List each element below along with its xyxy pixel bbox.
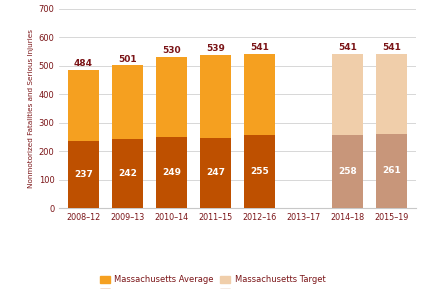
Bar: [156, 137, 187, 208]
Text: 258: 258: [338, 167, 357, 176]
Text: 242: 242: [118, 169, 137, 178]
Text: 539: 539: [206, 44, 225, 53]
Text: 530: 530: [162, 47, 181, 55]
Legend: Massachusetts Average, Boston Region Average, Massachusetts Target, Boston Regio: Massachusetts Average, Boston Region Ave…: [97, 272, 378, 289]
Y-axis label: Nonmotorized Fatalities and Serious Injuries: Nonmotorized Fatalities and Serious Inju…: [28, 29, 34, 188]
Bar: [332, 54, 363, 135]
Text: 484: 484: [74, 60, 93, 68]
Bar: [244, 54, 275, 136]
Text: 501: 501: [118, 55, 137, 64]
Bar: [200, 138, 231, 208]
Text: 249: 249: [162, 168, 181, 177]
Bar: [156, 57, 187, 137]
Bar: [112, 65, 143, 139]
Text: 541: 541: [250, 43, 269, 52]
Bar: [244, 136, 275, 208]
Bar: [200, 55, 231, 138]
Bar: [68, 140, 99, 208]
Text: 261: 261: [382, 166, 401, 175]
Text: 237: 237: [74, 170, 93, 179]
Text: 247: 247: [206, 168, 225, 177]
Bar: [376, 54, 407, 134]
Text: 541: 541: [338, 43, 357, 52]
Bar: [376, 134, 407, 208]
Bar: [332, 135, 363, 208]
Bar: [112, 139, 143, 208]
Text: 541: 541: [382, 43, 401, 52]
Bar: [68, 70, 99, 140]
Text: 255: 255: [250, 167, 269, 176]
